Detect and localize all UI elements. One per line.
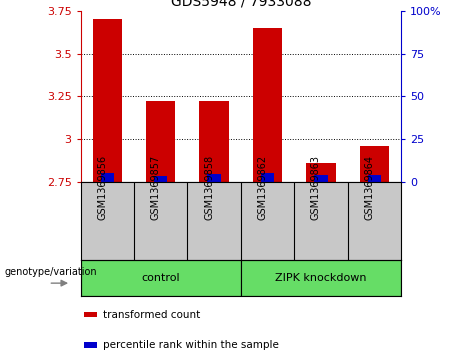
- Text: GSM1369863: GSM1369863: [311, 155, 321, 220]
- Bar: [314, 175, 328, 182]
- Bar: [200, 101, 229, 182]
- Text: ZIPK knockdown: ZIPK knockdown: [275, 273, 366, 283]
- Text: genotype/variation: genotype/variation: [4, 267, 97, 277]
- Bar: [368, 175, 381, 182]
- Text: GSM1369864: GSM1369864: [364, 155, 374, 220]
- Bar: [81, 260, 241, 296]
- Bar: [100, 173, 114, 182]
- Bar: [93, 19, 122, 182]
- Bar: [241, 260, 401, 296]
- Bar: [154, 176, 167, 182]
- FancyBboxPatch shape: [84, 312, 97, 317]
- Text: control: control: [142, 273, 180, 283]
- Title: GDS5948 / 7933088: GDS5948 / 7933088: [171, 0, 311, 8]
- Text: GSM1369862: GSM1369862: [258, 155, 267, 220]
- Bar: [146, 101, 176, 182]
- Bar: [261, 173, 274, 182]
- Text: GSM1369856: GSM1369856: [97, 155, 107, 220]
- Bar: [306, 163, 336, 182]
- Text: transformed count: transformed count: [103, 310, 201, 320]
- Text: GSM1369858: GSM1369858: [204, 155, 214, 220]
- Text: GSM1369857: GSM1369857: [151, 155, 161, 220]
- Bar: [207, 174, 221, 182]
- Text: percentile rank within the sample: percentile rank within the sample: [103, 340, 279, 350]
- Bar: [253, 28, 282, 182]
- Bar: [360, 146, 389, 182]
- FancyBboxPatch shape: [84, 342, 97, 347]
